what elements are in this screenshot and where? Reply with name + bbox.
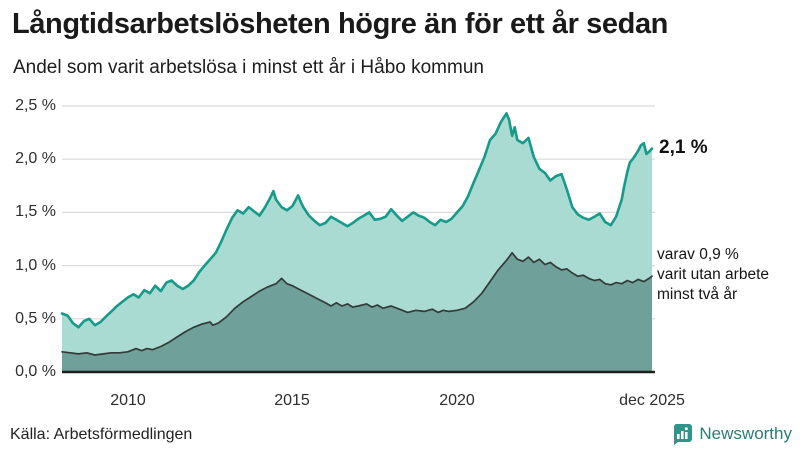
- latest-value-label: 2,1 %: [659, 136, 708, 158]
- secondary-series-label: varav 0,9 % varit utan arbete minst två …: [657, 246, 770, 304]
- chart-subtitle: Andel som varit arbetslösa i minst ett å…: [13, 57, 484, 78]
- x-axis-tick-label: 2010: [110, 392, 146, 409]
- y-axis-tick-label: 2,5 %: [15, 97, 56, 114]
- x-axis-tick-label: 2015: [274, 392, 310, 409]
- x-axis-tick-label: 2020: [439, 392, 475, 409]
- newsworthy-logo-icon: [674, 424, 693, 445]
- brand-name: Newsworthy: [699, 424, 792, 443]
- newsworthy-logo[interactable]: Newsworthy: [672, 423, 792, 445]
- y-axis-tick-label: 0,5 %: [15, 309, 56, 327]
- y-axis-tick-label: 1,5 %: [15, 203, 56, 221]
- y-axis-tick-label: 2,0 %: [15, 150, 56, 168]
- source-note: Källa: Arbetsförmedlingen: [10, 426, 193, 443]
- page-title: Långtidsarbetslösheten högre än för ett …: [12, 8, 668, 40]
- y-axis-tick-label: 0,0 %: [15, 363, 56, 380]
- x-axis-tick-label: dec 2025: [619, 392, 685, 409]
- y-axis-tick-label: 1,0 %: [15, 256, 56, 274]
